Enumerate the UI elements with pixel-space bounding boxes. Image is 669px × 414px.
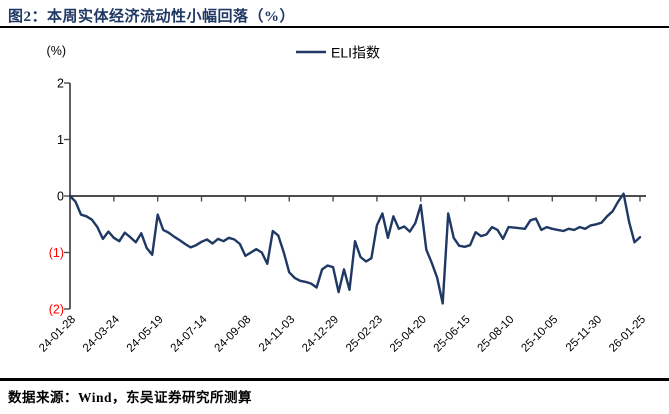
y-tick-label: 1 <box>57 133 64 147</box>
x-tick-label: 25-08-10 <box>476 314 517 355</box>
x-tick-label: 25-11-30 <box>564 314 604 354</box>
y-tick-label: (1) <box>49 246 64 260</box>
x-tick-label: 26-01-25 <box>607 314 648 355</box>
y-tick-label: 2 <box>57 77 64 91</box>
x-tick-label: 24-03-24 <box>81 313 122 354</box>
x-tick-label: 24-05-19 <box>125 314 166 355</box>
title-divider <box>0 26 669 28</box>
x-tick-label: 24-12-29 <box>300 314 341 355</box>
x-tick-label: 25-02-23 <box>344 314 385 355</box>
x-tick-label: 25-10-05 <box>519 314 560 355</box>
source-divider <box>0 378 669 381</box>
eli-series-line <box>68 192 642 305</box>
x-tick-label: 24-11-03 <box>257 314 297 354</box>
eli-line-chart: ELI指数 (%) 2 1 0 (1) (2)24-01-28 24-03-24 24-05-1… <box>37 44 648 355</box>
x-tick-label: 25-04-20 <box>388 314 429 355</box>
x-tick-label: 24-07-14 <box>169 313 210 354</box>
x-tick-label: 24-01-28 <box>37 314 78 355</box>
figure-title: 图2：本周实体经济流动性小幅回落（%） <box>8 9 296 25</box>
y-tick-label: 0 <box>57 190 64 204</box>
y-tick-label: (2) <box>49 303 64 317</box>
legend-label: ELI指数 <box>331 45 380 61</box>
x-tick-label: 24-09-08 <box>212 314 253 355</box>
x-tick-label: 25-06-15 <box>432 314 473 355</box>
source-note: 数据来源：Wind，东吴证券研究所测算 <box>8 390 253 405</box>
y-axis-unit-label: (%) <box>47 44 66 58</box>
